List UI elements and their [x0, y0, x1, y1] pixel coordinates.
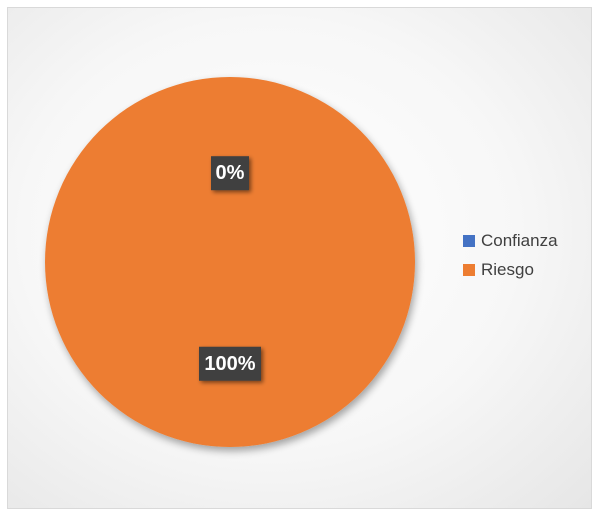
chart-legend: Confianza Riesgo: [463, 228, 593, 286]
legend-item-riesgo[interactable]: Riesgo: [463, 257, 593, 282]
legend-label-confianza: Confianza: [481, 230, 558, 250]
legend-swatch-riesgo: [463, 263, 475, 276]
data-label-riesgo: 100%: [199, 346, 261, 381]
data-label-box-confianza: [211, 156, 249, 191]
legend-item-confianza[interactable]: Confianza: [463, 228, 593, 253]
legend-label-riesgo: Riesgo: [481, 259, 534, 279]
data-label-text-confianza: 0%: [216, 162, 245, 184]
legend-swatch-confianza: [463, 234, 475, 247]
pie-chart: 0% 100%: [45, 77, 415, 447]
data-label-confianza: 0%: [211, 156, 249, 191]
pie-slice-riesgo[interactable]: [45, 77, 415, 447]
data-label-text-riesgo: 100%: [204, 353, 255, 375]
chart-area: 0% 100% Confianza Riesgo: [7, 7, 592, 509]
data-label-box-riesgo: [199, 346, 261, 381]
